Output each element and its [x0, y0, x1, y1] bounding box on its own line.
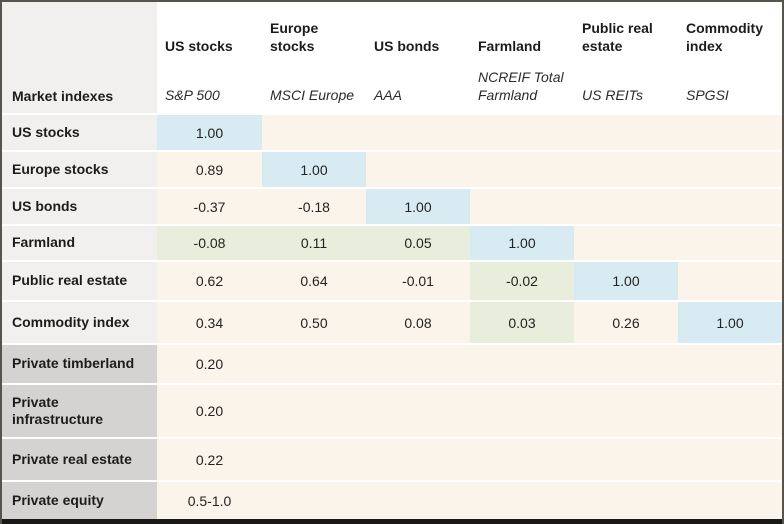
matrix-cell: 0.50 — [262, 300, 366, 343]
matrix-cell — [470, 113, 574, 150]
row-label-private-infrastructure: Private infrastructure — [2, 383, 157, 437]
index-label-aaa: AAA — [366, 64, 470, 113]
matrix-cell — [574, 113, 678, 150]
matrix-cell — [574, 187, 678, 224]
matrix-cell — [678, 224, 782, 260]
matrix-cell — [470, 480, 574, 519]
matrix-cell: 1.00 — [574, 260, 678, 300]
matrix-cell: 0.08 — [366, 300, 470, 343]
row-label-us-bonds: US bonds — [2, 187, 157, 224]
matrix-cell — [574, 150, 678, 187]
index-label-sp500: S&P 500 — [157, 64, 262, 113]
matrix-cell: 0.20 — [157, 383, 262, 437]
matrix-cell — [262, 480, 366, 519]
matrix-cell — [262, 113, 366, 150]
row-label-public-real-estate: Public real estate — [2, 260, 157, 300]
index-label-us-reits: US REITs — [574, 64, 678, 113]
row-label-europe-stocks: Europe stocks — [2, 150, 157, 187]
matrix-cell — [678, 480, 782, 519]
matrix-cell — [470, 343, 574, 383]
matrix-cell: 0.62 — [157, 260, 262, 300]
matrix-cell — [574, 224, 678, 260]
matrix-cell — [366, 343, 470, 383]
row-label-us-stocks: US stocks — [2, 113, 157, 150]
matrix-cell — [574, 480, 678, 519]
matrix-cell — [574, 383, 678, 437]
matrix-cell — [262, 343, 366, 383]
col-header-us-stocks: US stocks — [157, 2, 262, 64]
col-header-farmland: Farmland — [470, 2, 574, 64]
matrix-cell — [366, 113, 470, 150]
bottom-rule — [2, 519, 782, 524]
matrix-cell — [262, 437, 366, 480]
matrix-cell: 1.00 — [262, 150, 366, 187]
index-label-ncreif-total-farmland: NCREIF Total Farmland — [470, 64, 574, 113]
matrix-cell: 0.5-1.0 — [157, 480, 262, 519]
matrix-cell — [470, 187, 574, 224]
matrix-cell: -0.37 — [157, 187, 262, 224]
index-label-msci-europe: MSCI Europe — [262, 64, 366, 113]
matrix-cell — [470, 150, 574, 187]
subheader-market-indexes: Market indexes — [2, 64, 157, 113]
matrix-cell: 1.00 — [366, 187, 470, 224]
matrix-cell — [366, 480, 470, 519]
index-label-spgsi: SPGSI — [678, 64, 782, 113]
matrix-cell — [366, 383, 470, 437]
matrix-cell — [678, 437, 782, 480]
matrix-cell: 0.34 — [157, 300, 262, 343]
matrix-cell — [470, 437, 574, 480]
matrix-cell — [678, 383, 782, 437]
col-header-europe-stocks: Europe stocks — [262, 2, 366, 64]
row-label-farmland: Farmland — [2, 224, 157, 260]
matrix-cell: 1.00 — [157, 113, 262, 150]
matrix-cell: 0.11 — [262, 224, 366, 260]
row-label-private-equity: Private equity — [2, 480, 157, 519]
matrix-cell: -0.18 — [262, 187, 366, 224]
matrix-cell — [678, 187, 782, 224]
matrix-cell — [678, 343, 782, 383]
matrix-cell: 0.26 — [574, 300, 678, 343]
matrix-cell: 0.22 — [157, 437, 262, 480]
matrix-cell: -0.08 — [157, 224, 262, 260]
matrix-cell — [574, 343, 678, 383]
matrix-cell: 0.20 — [157, 343, 262, 383]
matrix-cell: 0.89 — [157, 150, 262, 187]
matrix-cell — [678, 150, 782, 187]
matrix-cell: 1.00 — [470, 224, 574, 260]
matrix-cell — [366, 150, 470, 187]
matrix-cell: 0.64 — [262, 260, 366, 300]
matrix-cell: 0.03 — [470, 300, 574, 343]
matrix-cell: 0.05 — [366, 224, 470, 260]
matrix-cell — [262, 383, 366, 437]
col-header-commodity-index: Commodity index — [678, 2, 782, 64]
matrix-cell — [574, 437, 678, 480]
matrix-cell: -0.02 — [470, 260, 574, 300]
matrix-cell — [678, 113, 782, 150]
matrix-cell: 1.00 — [678, 300, 782, 343]
matrix-cell — [678, 260, 782, 300]
row-label-commodity-index: Commodity index — [2, 300, 157, 343]
col-header-us-bonds: US bonds — [366, 2, 470, 64]
row-label-private-timberland: Private timberland — [2, 343, 157, 383]
corner-cell — [2, 2, 157, 64]
matrix-cell: -0.01 — [366, 260, 470, 300]
matrix-cell — [366, 437, 470, 480]
matrix-cell — [470, 383, 574, 437]
row-label-private-real-estate: Private real estate — [2, 437, 157, 480]
col-header-public-real-estate: Public real estate — [574, 2, 678, 64]
